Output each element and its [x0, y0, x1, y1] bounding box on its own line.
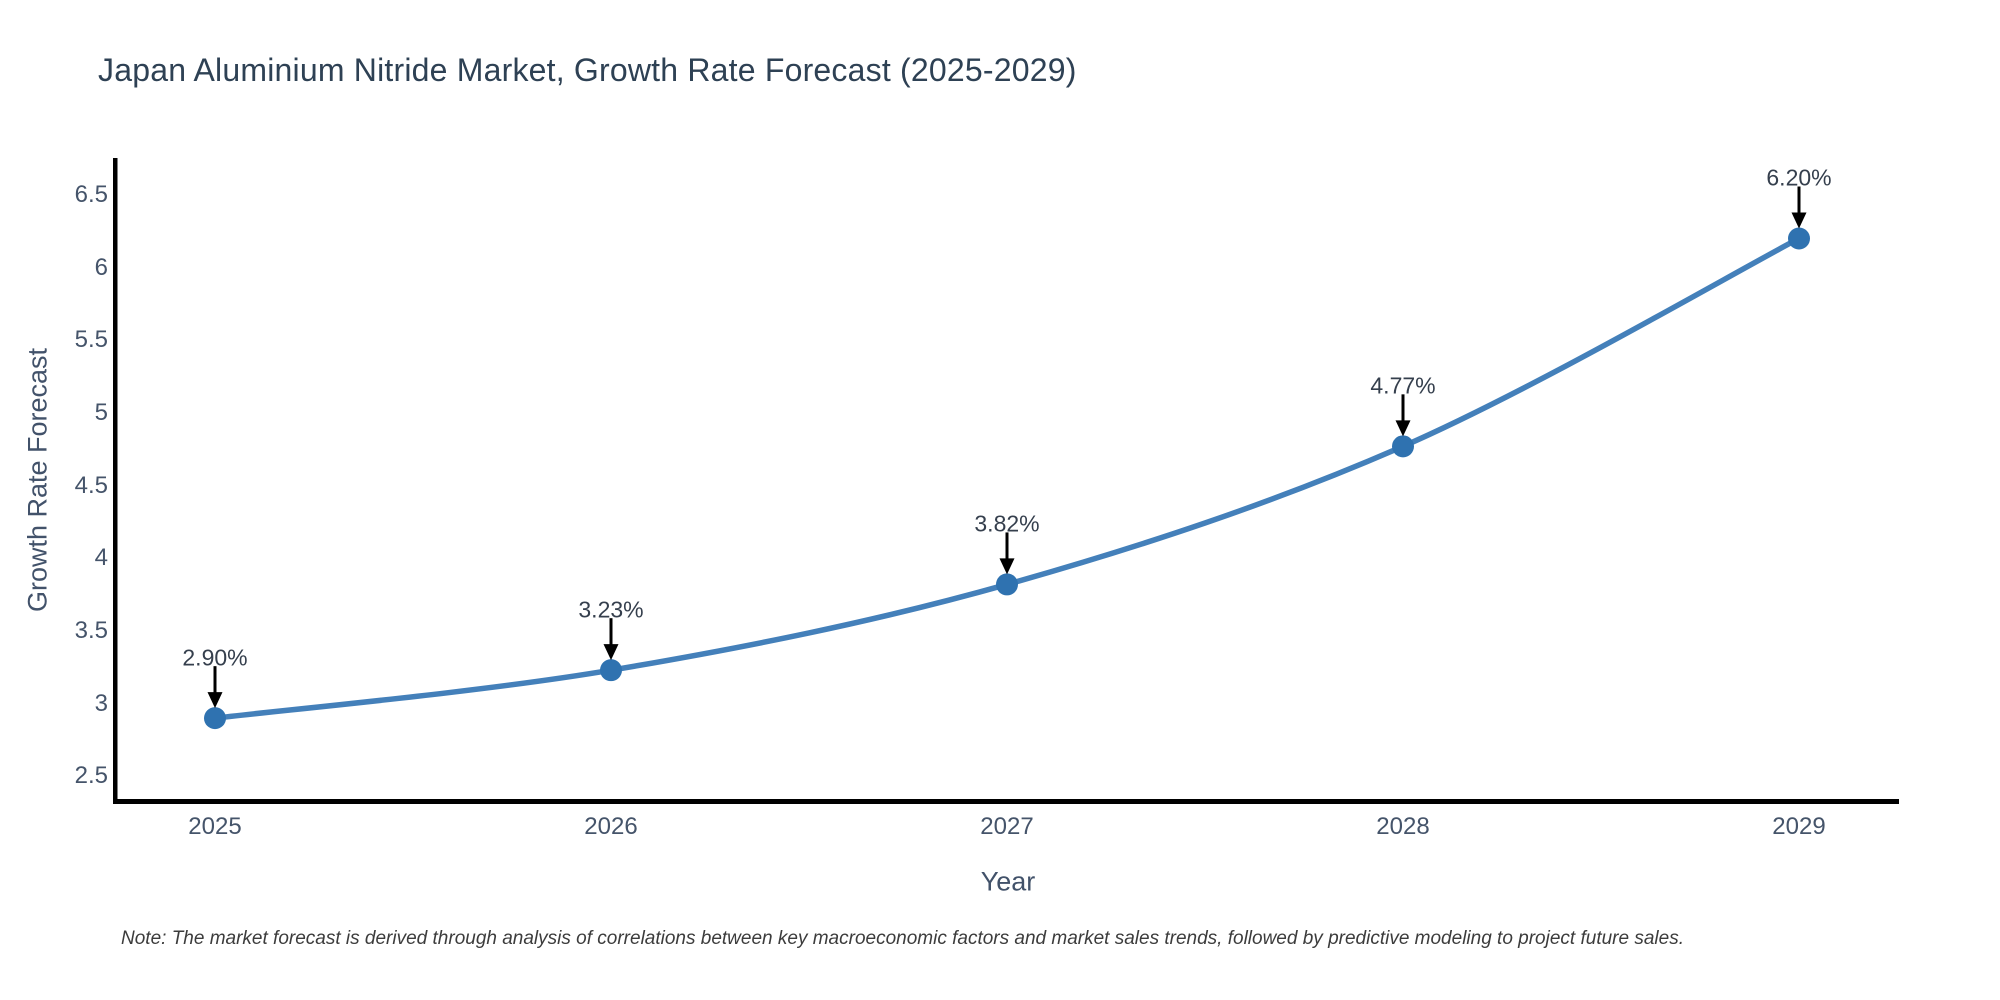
x-tick-label-2028: 2028 [1376, 813, 1430, 840]
annotation-arrowhead-2025 [207, 692, 223, 709]
data-point-marker-2025 [204, 707, 226, 730]
point-annotation-2026: 3.23% [578, 596, 644, 623]
y-tick-label-2.5: 2.5 [74, 762, 108, 790]
y-tick-label-6.5: 6.5 [74, 180, 108, 208]
footnote: Note: The market forecast is derived thr… [121, 928, 1684, 949]
x-tick-label-2025: 2025 [188, 813, 242, 840]
data-point-marker-2027 [996, 573, 1018, 596]
data-point-marker-2029 [1788, 227, 1810, 250]
y-tick-label-6: 6 [94, 253, 108, 281]
x-axis-line [113, 799, 1899, 804]
page-title: Japan Aluminium Nitride Market, Growth R… [98, 52, 1077, 88]
y-axis-title: Growth Rate Forecast [22, 347, 53, 613]
x-tick-label-2027: 2027 [980, 813, 1034, 840]
y-axis-line [113, 158, 118, 804]
point-annotation-2028: 4.77% [1370, 372, 1436, 399]
x-tick-label-2029: 2029 [1772, 813, 1826, 840]
x-tick-label-2026: 2026 [584, 813, 638, 840]
forecast-line [212, 235, 1802, 721]
point-annotation-2027: 3.82% [974, 510, 1040, 537]
annotation-arrowhead-2028 [1395, 420, 1411, 437]
annotation-arrowhead-2027 [999, 558, 1015, 575]
y-tick-label-4: 4 [94, 544, 108, 572]
y-tick-label-3.5: 3.5 [74, 616, 108, 644]
y-tick-label-5.5: 5.5 [74, 326, 108, 354]
point-annotation-2025: 2.90% [182, 644, 248, 671]
annotation-arrowhead-2029 [1791, 212, 1807, 229]
data-point-marker-2028 [1392, 435, 1414, 458]
x-axis-title: Year [980, 866, 1036, 897]
y-tick-label-3: 3 [94, 689, 108, 717]
y-tick-label-5: 5 [94, 398, 108, 426]
annotation-arrowhead-2026 [603, 644, 619, 661]
data-point-marker-2026 [600, 659, 622, 682]
y-tick-label-4.5: 4.5 [74, 471, 108, 499]
point-annotation-2029: 6.20% [1766, 164, 1832, 191]
